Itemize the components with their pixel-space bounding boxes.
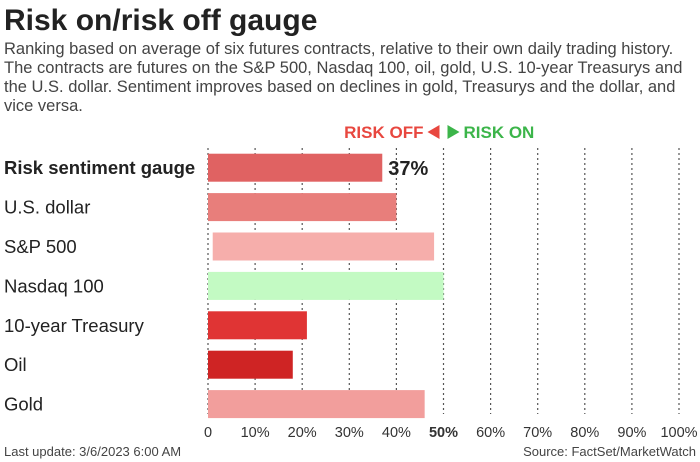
risk-off-label: RISK OFF: [344, 123, 423, 142]
category-label: Oil: [4, 354, 27, 375]
category-label: S&P 500: [4, 236, 77, 257]
last-update: Last update: 3/6/2023 6:00 AM: [4, 444, 182, 459]
x-tick-label: 40%: [382, 425, 411, 441]
bar: [208, 193, 397, 222]
category-labels: Risk sentiment gauge 37% U.S. dollar S&P 50…: [4, 157, 429, 414]
chart-subtitle: Ranking based on average of six futures …: [4, 40, 683, 115]
x-tick-label: 30%: [335, 425, 364, 441]
bars: [208, 153, 444, 419]
x-tick-label: 100%: [660, 425, 697, 441]
bar: [212, 232, 435, 261]
category-label: Gold: [4, 394, 43, 415]
bar: [208, 311, 307, 340]
bar: [208, 271, 444, 300]
x-tick-label: 50%: [429, 425, 458, 441]
x-tick-label: 80%: [570, 425, 599, 441]
value-label: 37%: [388, 158, 428, 180]
risk-on-arrow-icon: [447, 125, 460, 139]
risk-legend: RISK OFF RISK ON: [344, 123, 534, 142]
x-tick-label: 0: [204, 425, 212, 441]
chart-title: Risk on/risk off gauge: [4, 4, 318, 37]
source-note: Source: FactSet/MarketWatch: [523, 444, 696, 459]
bar: [208, 153, 383, 182]
bar: [208, 350, 293, 379]
risk-on-label: RISK ON: [464, 123, 535, 142]
x-tick-label: 10%: [241, 425, 270, 441]
bar: [208, 390, 425, 419]
x-axis-ticks: 0 10% 20% 30% 40% 50% 60% 70% 80% 90% 100%: [204, 425, 698, 441]
category-label: Nasdaq 100: [4, 275, 104, 296]
category-label: U.S. dollar: [4, 197, 90, 218]
x-tick-label: 70%: [523, 425, 552, 441]
category-label: Risk sentiment gauge: [4, 157, 195, 178]
category-label: 10-year Treasury: [4, 315, 145, 336]
x-tick-label: 90%: [617, 425, 646, 441]
risk-off-arrow-icon: [427, 125, 440, 139]
x-tick-label: 20%: [288, 425, 317, 441]
x-tick-label: 60%: [476, 425, 505, 441]
